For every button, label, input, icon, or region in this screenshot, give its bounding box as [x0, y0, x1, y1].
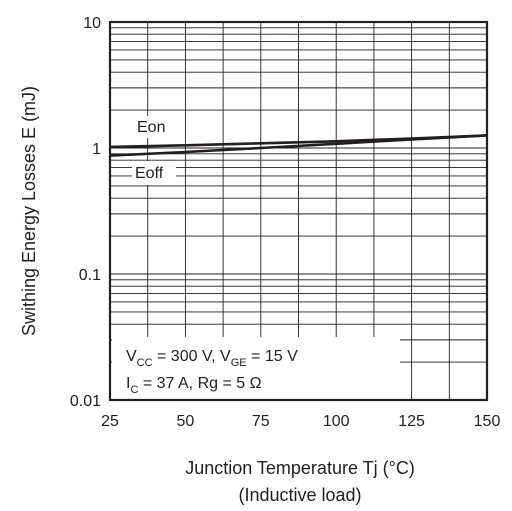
conditions-line-2: IC = 37 A, Rg = 5 Ω [126, 375, 262, 396]
grid [110, 22, 487, 400]
y-axis-label: Swithing Energy Losses E (mJ) [19, 86, 39, 336]
eoff-label-bg [132, 161, 176, 185]
series-line-eoff [109, 134, 488, 157]
series-label-eoff: Eoff [135, 165, 164, 182]
x-tick-label: 150 [474, 413, 501, 430]
x-axis-label: Junction Temperature Tj (°C) [185, 458, 415, 478]
series-label-eon: Eon [137, 119, 165, 136]
series [109, 134, 488, 157]
plot-frame [108, 20, 489, 402]
y-tick-label: 10 [83, 15, 101, 32]
x-axis-sublabel: (Inductive load) [238, 485, 361, 505]
eon-label-bg [134, 116, 176, 138]
x-tick-label: 75 [252, 413, 270, 430]
y-tick-label: 0.1 [79, 267, 101, 284]
x-tick-label: 50 [177, 413, 195, 430]
y-tick-labels: 10 1 0.1 0.01 [70, 15, 101, 410]
x-tick-label: 25 [101, 413, 119, 430]
x-tick-label: 125 [398, 413, 425, 430]
conditions-line-1: VCC = 300 V, VGE = 15 V [126, 348, 298, 369]
x-tick-label: 100 [323, 413, 350, 430]
y-tick-label: 1 [92, 141, 101, 158]
conditions-box [112, 337, 400, 399]
y-tick-label: 0.01 [70, 393, 101, 410]
x-tick-labels: 25 50 75 100 125 150 [101, 413, 500, 430]
